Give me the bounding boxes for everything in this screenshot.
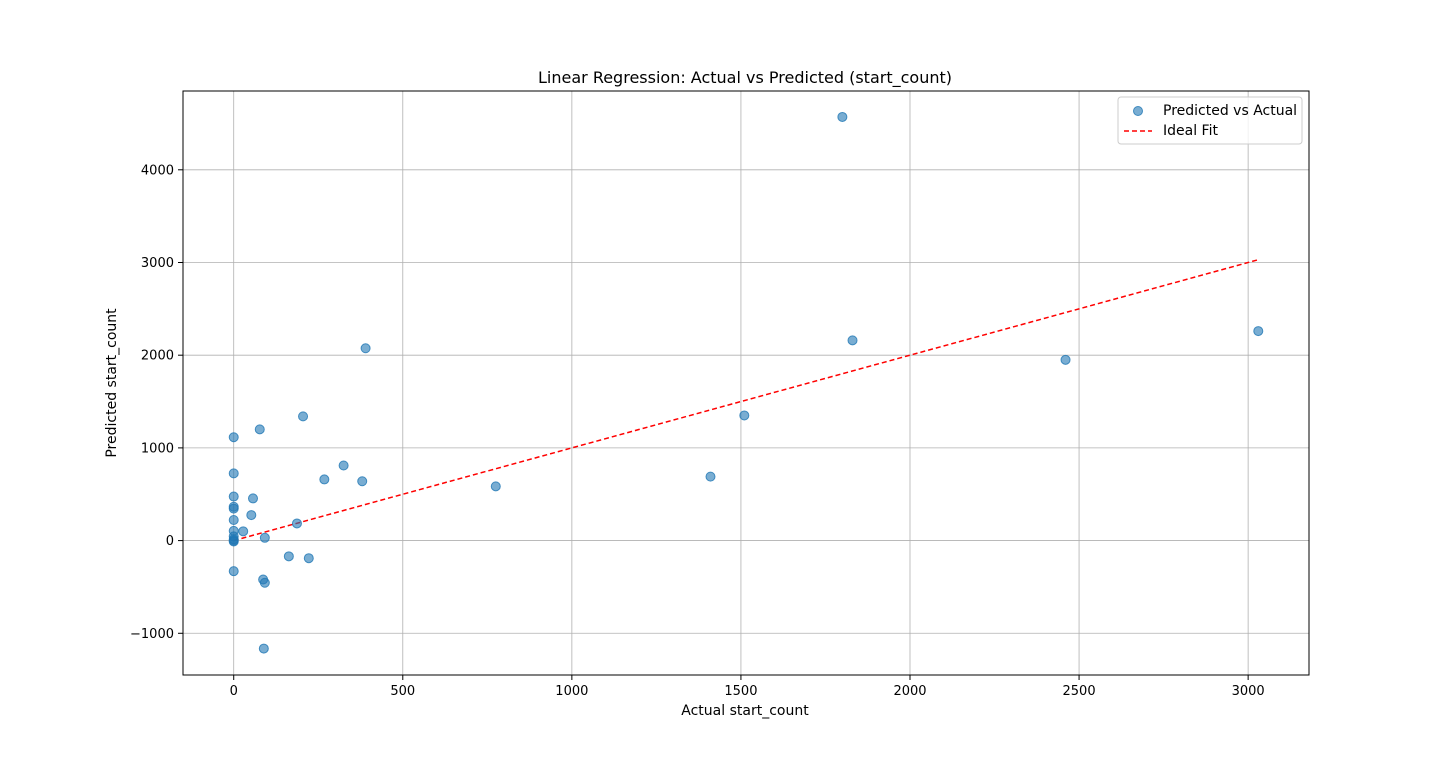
y-tick-label: 0 (166, 534, 174, 549)
scatter-point (303, 553, 314, 564)
ideal-fit-path (233, 258, 1259, 542)
scatter-point (228, 503, 239, 514)
scatter-point (254, 424, 265, 435)
scatter-point (291, 518, 302, 529)
legend-label-predicted: Predicted vs Actual (1163, 103, 1297, 119)
y-tick-label: 1000 (141, 441, 174, 456)
x-axis-label: Actual start_count (681, 703, 809, 719)
scatter-point (228, 432, 239, 443)
x-tick-label: 2000 (893, 684, 926, 699)
x-tick-label: 0 (230, 684, 238, 699)
x-tick-label: 3000 (1232, 684, 1265, 699)
scatter-point (319, 474, 330, 485)
chart-title: Linear Regression: Actual vs Predicted (… (538, 68, 952, 88)
scatter-point (338, 460, 349, 471)
x-tick-label: 1500 (724, 684, 757, 699)
scatter-point (259, 532, 270, 543)
x-tick-label: 500 (390, 684, 415, 699)
scatter-point (837, 111, 848, 122)
scatter-point (283, 551, 294, 562)
scatter-point (246, 510, 257, 521)
y-tick-label: 4000 (141, 163, 174, 178)
scatter-point (228, 566, 239, 577)
y-axis-label: Predicted start_count (104, 308, 120, 458)
scatter-point (258, 643, 269, 654)
scatter-point (247, 493, 258, 504)
x-axis-ticks: 0 500 1000 1500 2000 2500 3000 (230, 675, 1265, 699)
legend-label-ideal: Ideal Fit (1163, 123, 1218, 139)
y-tick-label: 3000 (141, 256, 174, 271)
scatter-point (360, 343, 371, 354)
y-tick-label: 2000 (141, 349, 174, 364)
scatter-point (705, 471, 716, 482)
y-tick-label: −1000 (130, 627, 174, 642)
scatter-points (228, 111, 1264, 654)
scatter-point (1253, 326, 1264, 337)
legend-marker-predicted (1133, 106, 1143, 116)
legend-box (1117, 96, 1303, 145)
legend: Predicted vs Actual Ideal Fit (1117, 96, 1303, 145)
x-tick-label: 1000 (555, 684, 588, 699)
scatter-point (490, 481, 501, 492)
grid (183, 91, 1309, 675)
scatter-point (739, 410, 750, 421)
scatter-point (259, 577, 270, 588)
scatter-point (228, 468, 239, 479)
scatter-point (357, 476, 368, 487)
scatter-point (298, 411, 309, 422)
x-tick-label: 2500 (1063, 684, 1096, 699)
y-axis-ticks: −1000 0 1000 2000 3000 4000 (130, 163, 183, 642)
scatter-point (228, 515, 239, 526)
scatter-point (228, 491, 239, 502)
scatter-point (238, 526, 249, 537)
scatter-point (1060, 354, 1071, 365)
ideal-fit-line (233, 258, 1259, 542)
scatter-point (228, 536, 239, 547)
scatter-point (847, 335, 858, 346)
plot-frame (182, 90, 1310, 676)
